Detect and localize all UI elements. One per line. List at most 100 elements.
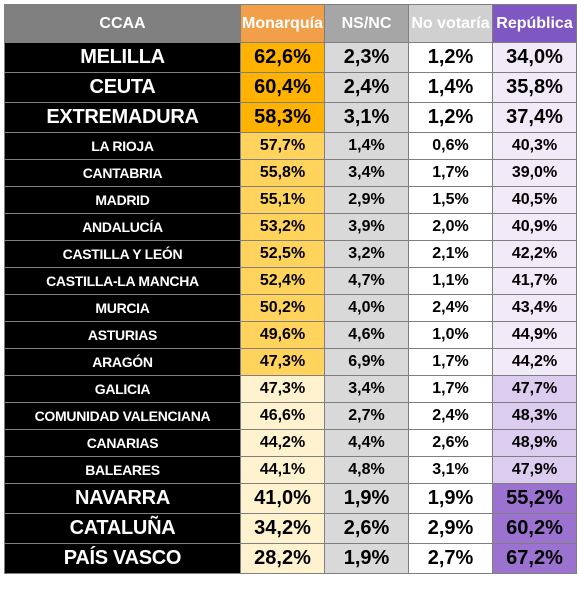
nsnc-cell: 3,2% <box>324 240 409 268</box>
monarquia-cell: 60,4% <box>240 72 325 103</box>
no-votaria-cell: 0,6% <box>408 132 493 160</box>
republica-cell: 60,2% <box>492 513 577 544</box>
region-cell: CANTABRIA <box>4 159 241 187</box>
republica-cell: 37,4% <box>492 102 577 133</box>
no-votaria-cell: 2,7% <box>408 543 493 574</box>
republica-cell: 67,2% <box>492 543 577 574</box>
region-cell: EXTREMADURA <box>4 102 241 133</box>
republica-cell: 47,9% <box>492 456 577 484</box>
region-cell: CATALUÑA <box>4 513 241 544</box>
nsnc-cell: 3,4% <box>324 159 409 187</box>
republica-cell: 39,0% <box>492 159 577 187</box>
header-no-votaria: No votaría <box>408 4 493 43</box>
monarquia-cell: 44,2% <box>240 429 325 457</box>
region-cell: LA RIOJA <box>4 132 241 160</box>
republica-cell: 40,9% <box>492 213 577 241</box>
no-votaria-cell: 2,4% <box>408 294 493 322</box>
republica-cell: 35,8% <box>492 72 577 103</box>
table-body: MELILLA 62,6% 2,3% 1,2% 34,0% CEUTA 60,4% 2,4% 1… <box>4 42 577 574</box>
region-cell: BALEARES <box>4 456 241 484</box>
region-cell: MELILLA <box>4 42 241 73</box>
table-row: LA RIOJA 57,7% 1,4% 0,6% 40,3% <box>4 132 577 160</box>
results-table-container: CCAA Monarquía NS/NC No votaría Repúblic… <box>4 4 577 574</box>
no-votaria-cell: 1,7% <box>408 348 493 376</box>
republica-cell: 55,2% <box>492 483 577 514</box>
table-row: COMUNIDAD VALENCIANA 46,6% 2,7% 2,4% 48,3% <box>4 402 577 430</box>
no-votaria-cell: 1,0% <box>408 321 493 349</box>
nsnc-cell: 6,9% <box>324 348 409 376</box>
republica-cell: 41,7% <box>492 267 577 295</box>
nsnc-cell: 3,9% <box>324 213 409 241</box>
monarquia-cell: 49,6% <box>240 321 325 349</box>
table-row: CATALUÑA 34,2% 2,6% 2,9% 60,2% <box>4 513 577 544</box>
no-votaria-cell: 1,5% <box>408 186 493 214</box>
monarquia-cell: 34,2% <box>240 513 325 544</box>
nsnc-cell: 2,9% <box>324 186 409 214</box>
no-votaria-cell: 3,1% <box>408 456 493 484</box>
region-cell: ARAGÓN <box>4 348 241 376</box>
nsnc-cell: 2,7% <box>324 402 409 430</box>
table-row: CASTILLA Y LEÓN 52,5% 3,2% 2,1% 42,2% <box>4 240 577 268</box>
region-cell: CEUTA <box>4 72 241 103</box>
nsnc-cell: 3,1% <box>324 102 409 133</box>
republica-cell: 43,4% <box>492 294 577 322</box>
republica-cell: 44,9% <box>492 321 577 349</box>
results-table: CCAA Monarquía NS/NC No votaría Repúblic… <box>4 4 577 574</box>
no-votaria-cell: 2,0% <box>408 213 493 241</box>
monarquia-cell: 52,5% <box>240 240 325 268</box>
table-row: MURCIA 50,2% 4,0% 2,4% 43,4% <box>4 294 577 322</box>
no-votaria-cell: 1,2% <box>408 42 493 73</box>
header-row: CCAA Monarquía NS/NC No votaría Repúblic… <box>4 4 577 43</box>
no-votaria-cell: 2,9% <box>408 513 493 544</box>
header-nsnc: NS/NC <box>324 4 409 43</box>
monarquia-cell: 55,1% <box>240 186 325 214</box>
no-votaria-cell: 1,1% <box>408 267 493 295</box>
table-row: CANARIAS 44,2% 4,4% 2,6% 48,9% <box>4 429 577 457</box>
no-votaria-cell: 2,4% <box>408 402 493 430</box>
table-row: ARAGÓN 47,3% 6,9% 1,7% 44,2% <box>4 348 577 376</box>
republica-cell: 44,2% <box>492 348 577 376</box>
table-row: GALICIA 47,3% 3,4% 1,7% 47,7% <box>4 375 577 403</box>
monarquia-cell: 44,1% <box>240 456 325 484</box>
table-row: ANDALUCÍA 53,2% 3,9% 2,0% 40,9% <box>4 213 577 241</box>
region-cell: MADRID <box>4 186 241 214</box>
region-cell: MURCIA <box>4 294 241 322</box>
republica-cell: 48,9% <box>492 429 577 457</box>
header-ccaa: CCAA <box>4 4 241 43</box>
no-votaria-cell: 1,7% <box>408 375 493 403</box>
table-row: ASTURIAS 49,6% 4,6% 1,0% 44,9% <box>4 321 577 349</box>
republica-cell: 48,3% <box>492 402 577 430</box>
monarquia-cell: 52,4% <box>240 267 325 295</box>
table-row: PAÍS VASCO 28,2% 1,9% 2,7% 67,2% <box>4 543 577 574</box>
nsnc-cell: 1,9% <box>324 483 409 514</box>
no-votaria-cell: 1,2% <box>408 102 493 133</box>
header-republica: República <box>492 4 577 43</box>
table-row: CANTABRIA 55,8% 3,4% 1,7% 39,0% <box>4 159 577 187</box>
region-cell: GALICIA <box>4 375 241 403</box>
monarquia-cell: 47,3% <box>240 375 325 403</box>
nsnc-cell: 1,9% <box>324 543 409 574</box>
republica-cell: 42,2% <box>492 240 577 268</box>
republica-cell: 34,0% <box>492 42 577 73</box>
no-votaria-cell: 1,4% <box>408 72 493 103</box>
monarquia-cell: 47,3% <box>240 348 325 376</box>
region-cell: CANARIAS <box>4 429 241 457</box>
region-cell: PAÍS VASCO <box>4 543 241 574</box>
nsnc-cell: 4,7% <box>324 267 409 295</box>
region-cell: CASTILLA Y LEÓN <box>4 240 241 268</box>
republica-cell: 40,3% <box>492 132 577 160</box>
republica-cell: 47,7% <box>492 375 577 403</box>
region-cell: CASTILLA-LA MANCHA <box>4 267 241 295</box>
nsnc-cell: 2,3% <box>324 42 409 73</box>
monarquia-cell: 58,3% <box>240 102 325 133</box>
table-row: CEUTA 60,4% 2,4% 1,4% 35,8% <box>4 72 577 103</box>
no-votaria-cell: 1,7% <box>408 159 493 187</box>
no-votaria-cell: 2,6% <box>408 429 493 457</box>
table-row: CASTILLA-LA MANCHA 52,4% 4,7% 1,1% 41,7% <box>4 267 577 295</box>
nsnc-cell: 4,6% <box>324 321 409 349</box>
no-votaria-cell: 1,9% <box>408 483 493 514</box>
nsnc-cell: 4,8% <box>324 456 409 484</box>
monarquia-cell: 53,2% <box>240 213 325 241</box>
table-row: MADRID 55,1% 2,9% 1,5% 40,5% <box>4 186 577 214</box>
nsnc-cell: 3,4% <box>324 375 409 403</box>
